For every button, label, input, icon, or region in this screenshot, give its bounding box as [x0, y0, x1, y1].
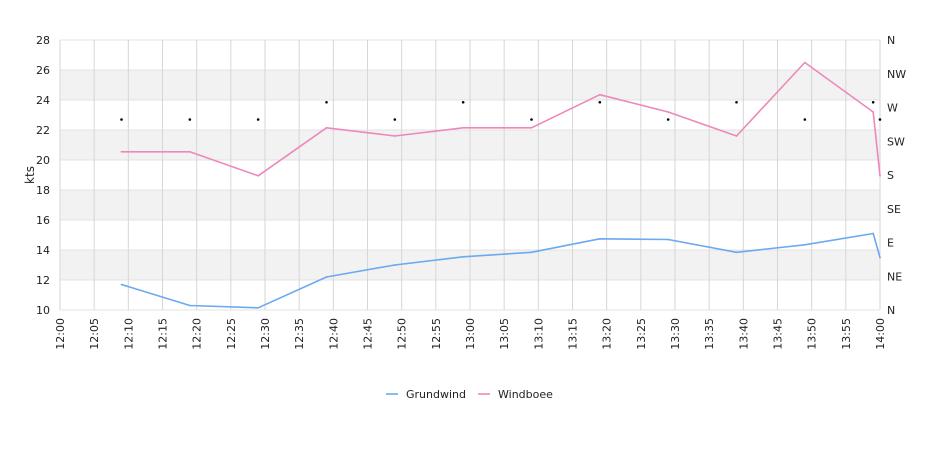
direction-marker	[393, 118, 397, 121]
direction-marker	[325, 100, 328, 104]
direction-tick-label: NE	[887, 270, 902, 283]
direction-marker	[666, 118, 670, 121]
data-point-windboee	[667, 111, 670, 113]
x-tick-label: 12:45	[362, 318, 375, 350]
direction-tick-label: S	[887, 169, 894, 182]
direction-marker	[530, 118, 533, 121]
y-tick-label: 12	[36, 274, 50, 287]
x-tick-label: 13:10	[532, 318, 545, 350]
y-tick-label: 10	[36, 304, 50, 317]
data-point-windboee	[879, 174, 881, 177]
data-point-grundwind	[325, 276, 328, 278]
x-tick-label: 12:15	[157, 318, 170, 350]
data-point-windboee	[872, 111, 875, 113]
direction-tick-label: W	[887, 102, 898, 115]
direction-tick-label: NW	[887, 68, 906, 81]
data-point-windboee	[393, 135, 396, 137]
x-tick-label: 13:50	[806, 318, 819, 350]
data-point-windboee	[325, 126, 328, 129]
direction-marker	[598, 100, 602, 104]
x-tick-label: 13:00	[464, 318, 477, 350]
legend-label: Grundwind	[406, 388, 466, 401]
data-point-grundwind	[530, 251, 533, 254]
data-point-grundwind	[735, 251, 738, 254]
x-tick-label: 13:05	[498, 318, 511, 350]
x-tick-label: 12:05	[88, 318, 101, 350]
y-tick-label: 22	[36, 124, 50, 137]
direction-tick-label: SW	[887, 135, 905, 148]
direction-tick-label: N	[887, 34, 895, 47]
x-tick-label: 12:25	[225, 318, 238, 350]
x-tick-label: 12:00	[54, 318, 67, 350]
direction-marker	[871, 100, 875, 104]
data-point-windboee	[120, 150, 123, 153]
data-point-grundwind	[803, 243, 806, 246]
y-axis-title: kts	[23, 166, 37, 184]
data-point-windboee	[735, 135, 738, 137]
direction-marker	[120, 118, 123, 121]
direction-marker	[735, 100, 738, 104]
data-point-grundwind	[393, 264, 396, 266]
x-axis-ticks: 12:00 12:05 12:10 12:15 12:20 12:25 12:30 12:35…	[54, 318, 887, 350]
data-point-windboee	[462, 126, 465, 129]
data-point-windboee	[598, 93, 601, 96]
x-tick-label: 14:00	[874, 318, 887, 350]
direction-markers	[120, 100, 882, 121]
direction-marker	[461, 100, 465, 104]
x-tick-label: 13:55	[840, 318, 853, 350]
direction-tick-label: SE	[887, 203, 901, 216]
series-lines	[120, 61, 881, 309]
data-point-grundwind	[462, 255, 465, 258]
x-tick-label: 13:15	[567, 318, 580, 350]
data-point-windboee	[257, 174, 260, 177]
y-tick-label: 16	[36, 214, 50, 227]
legend: Grundwind Windboee	[386, 388, 553, 401]
direction-marker	[256, 118, 260, 121]
x-tick-label: 12:40	[327, 318, 340, 350]
x-tick-label: 13:35	[703, 318, 716, 350]
y-tick-label: 26	[36, 64, 50, 77]
x-tick-label: 13:20	[601, 318, 614, 350]
data-point-windboee	[803, 61, 806, 64]
data-point-windboee	[530, 126, 533, 129]
data-point-windboee	[188, 150, 191, 153]
data-point-grundwind	[188, 304, 191, 307]
data-point-grundwind	[120, 283, 123, 286]
data-point-grundwind	[598, 237, 601, 240]
direction-marker	[188, 118, 192, 121]
y-axis-ticks: 10 12 14 16 18 20 22 24 26 28	[36, 34, 50, 317]
x-tick-label: 12:30	[259, 318, 272, 350]
data-point-grundwind	[257, 306, 260, 309]
x-tick-label: 13:30	[669, 318, 682, 350]
y-tick-label: 18	[36, 184, 50, 197]
x-tick-label: 12:20	[191, 318, 204, 350]
x-tick-label: 13:45	[772, 318, 785, 350]
y-tick-label: 24	[36, 94, 50, 107]
y-tick-label: 20	[36, 154, 50, 167]
direction-axis-ticks: N NE E SE S SW W NW N	[887, 34, 906, 317]
direction-tick-label: E	[887, 237, 894, 250]
gridlines	[59, 39, 881, 311]
data-point-grundwind	[667, 238, 670, 241]
x-tick-label: 12:35	[293, 318, 306, 350]
data-point-grundwind	[879, 256, 881, 259]
x-tick-label: 12:55	[430, 318, 443, 350]
x-tick-label: 13:40	[737, 318, 750, 350]
x-tick-label: 12:10	[122, 318, 135, 350]
direction-marker	[803, 118, 807, 121]
y-tick-label: 28	[36, 34, 50, 47]
direction-marker	[878, 118, 882, 121]
x-tick-label: 12:50	[396, 318, 409, 350]
y-tick-label: 14	[36, 244, 50, 257]
x-tick-label: 13:25	[635, 318, 648, 350]
legend-label: Windboee	[498, 388, 553, 401]
direction-tick-label: N	[887, 304, 895, 317]
data-point-grundwind	[872, 232, 875, 235]
